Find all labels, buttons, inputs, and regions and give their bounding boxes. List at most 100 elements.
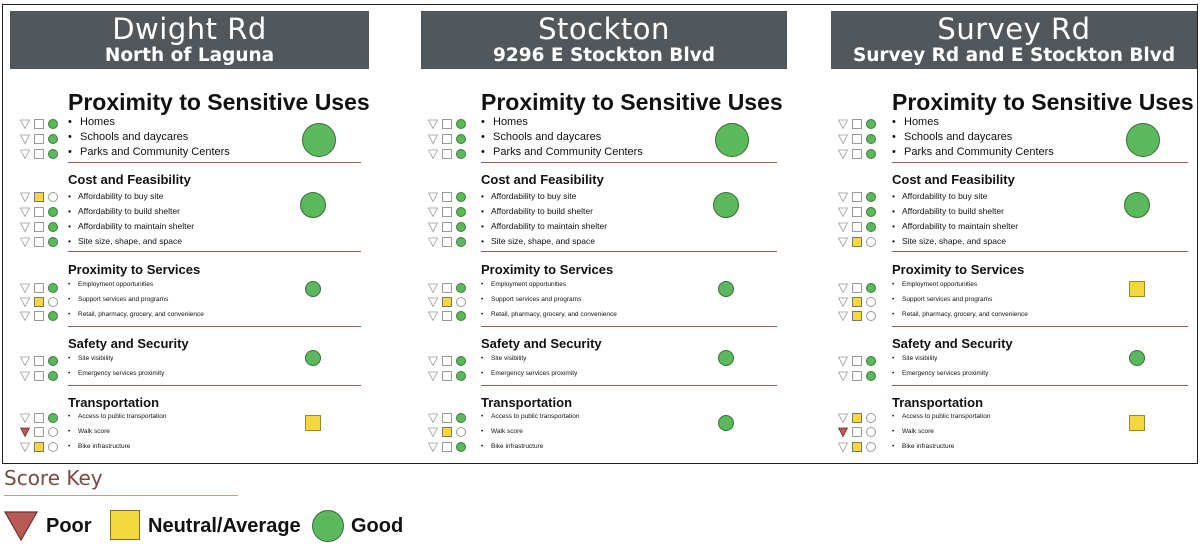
circle-icon [456,283,466,293]
circle-icon [48,207,58,217]
circle-icon [866,149,876,159]
criterion-item: Affordability to maintain shelter [892,221,1018,231]
section-divider [892,162,1188,163]
triangle-down-icon [838,222,848,232]
criterion-item: Affordability to build shelter [68,206,180,216]
criterion-item: Emergency services proximity [68,370,164,377]
triangle-down-icon [428,297,438,307]
circle-icon [456,356,466,366]
section-title: Proximity to Sensitive Uses [481,89,783,115]
overall-score-circle-icon [718,350,734,366]
site-name: Stockton [538,12,670,46]
score-indicator [428,355,472,367]
circle-icon [312,510,344,542]
square-icon [852,119,862,129]
circle-icon [456,119,466,129]
criterion-item: Affordability to build shelter [481,206,593,216]
circle-icon [48,134,58,144]
circle-icon [866,119,876,129]
overall-score-circle-icon [713,192,739,218]
triangle-down-icon [20,134,30,144]
overall-score-circle-icon [305,350,321,366]
square-icon [442,222,452,232]
overall-score-circle-icon [718,281,734,297]
score-indicator [428,148,472,160]
score-indicator [20,370,64,382]
section-title: Proximity to Sensitive Uses [892,89,1194,115]
square-icon [34,207,44,217]
triangle-down-icon [838,119,848,129]
criterion-item: Retail, pharmacy, grocery, and convenien… [68,311,204,318]
circle-icon [456,311,466,321]
score-indicator [838,296,882,308]
criterion-item: Affordability to buy site [892,191,987,201]
section-title: Transportation [481,395,573,410]
criterion-item: Affordability to buy site [481,191,576,201]
overall-score-circle-icon [302,123,336,157]
square-icon [442,283,452,293]
circle-icon [48,427,58,437]
site-name: Survey Rd [937,12,1091,46]
score-indicator [838,426,882,438]
score-indicator [838,355,882,367]
score-indicator [428,296,472,308]
square-icon [34,371,44,381]
triangle-down-icon [20,237,30,247]
square-icon [110,510,140,540]
square-icon [852,283,862,293]
section-title: Cost and Feasibility [481,172,604,187]
score-indicator [838,441,882,453]
triangle-down-icon [428,371,438,381]
triangle-down-icon [838,413,848,423]
triangle-down-icon [20,222,30,232]
score-indicator [838,236,882,248]
circle-icon [48,283,58,293]
triangle-down-icon [838,134,848,144]
square-icon [34,222,44,232]
overall-score-square-icon [1129,281,1145,297]
square-icon [34,119,44,129]
score-indicator [428,441,472,453]
square-icon [34,297,44,307]
criterion-item: Parks and Community Centers [68,146,230,158]
square-icon [442,149,452,159]
score-indicator [428,282,472,294]
square-icon [442,237,452,247]
criterion-item: Walk score [481,428,523,435]
circle-icon [48,297,58,307]
criterion-item: Site visibility [68,355,113,362]
score-indicator [838,118,882,130]
section-title: Proximity to Sensitive Uses [68,89,370,115]
square-icon [852,356,862,366]
triangle-down-icon [838,442,848,452]
triangle-down-icon [20,413,30,423]
square-icon [442,442,452,452]
square-icon [34,149,44,159]
score-indicator [20,118,64,130]
triangle-down-icon [428,149,438,159]
square-icon [442,356,452,366]
score-key-label-good: Good [351,515,404,537]
square-icon [442,311,452,321]
square-icon [34,413,44,423]
criterion-item: Employment opportunities [68,281,153,288]
square-icon [442,119,452,129]
square-icon [852,222,862,232]
triangle-down-icon [838,207,848,217]
square-icon [34,283,44,293]
square-icon [34,192,44,202]
triangle-down-icon [838,283,848,293]
score-indicator [838,221,882,233]
score-indicator [838,370,882,382]
score-indicator [20,133,64,145]
triangle-down-icon [428,356,438,366]
score-indicator [838,206,882,218]
triangle-down-icon [428,237,438,247]
score-indicator [20,191,64,203]
criterion-item: Affordability to maintain shelter [481,221,607,231]
square-icon [442,192,452,202]
circle-icon [48,237,58,247]
circle-icon [866,192,876,202]
score-key-neutral: Neutral/Average [110,510,310,544]
circle-icon [456,442,466,452]
